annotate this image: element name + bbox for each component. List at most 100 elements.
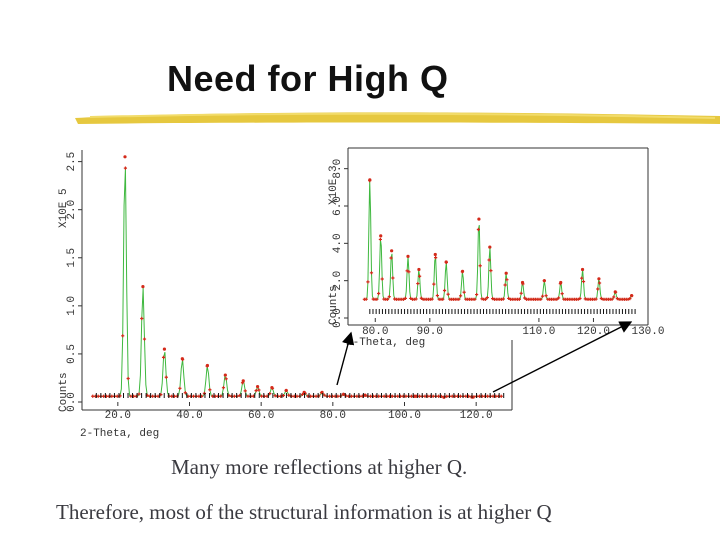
main-observed-point <box>91 394 95 398</box>
inset-peak-point <box>613 290 617 294</box>
main-observed-point <box>161 355 166 360</box>
main-observed-point <box>336 394 340 398</box>
inset-peak-point <box>417 267 421 272</box>
caption-line-2: Therefore, most of the structural inform… <box>56 500 552 524</box>
main-observed-point <box>349 394 354 398</box>
inset-observed-point <box>523 296 527 300</box>
inset-observed-point <box>405 269 409 273</box>
inset-ticks: 80.0 90.0 110.0 120.0 130.0 0.0 2.0 4.0 6.0 8.0 <box>332 159 665 338</box>
main-peak-point <box>470 395 475 399</box>
inset-observed-point <box>599 296 603 301</box>
main-x-tick-label: 40.0 <box>176 410 202 422</box>
inset-observed-point <box>366 280 370 284</box>
main-peak-point <box>284 388 288 393</box>
main-observed-point <box>216 394 220 398</box>
inset-observed-point <box>441 297 445 301</box>
inset-observed-point <box>457 297 461 301</box>
main-observed-point <box>151 394 155 398</box>
inset-observed-point <box>375 297 379 301</box>
main-observed-point <box>491 394 495 398</box>
inset-observed-point <box>560 292 564 296</box>
main-observed-point <box>382 394 386 398</box>
inset-observed-point <box>596 287 600 291</box>
inset-observed-point <box>389 256 393 260</box>
inset-peak-point <box>630 294 634 298</box>
underline-brush-highlight <box>89 112 716 119</box>
main-peak-point <box>320 390 324 394</box>
main-y-tick-label: 1.5 <box>66 248 78 268</box>
inset-observed-point <box>578 296 582 301</box>
inset-observed-point <box>416 281 420 286</box>
inset-peak-point <box>460 269 465 273</box>
inset-observed-point <box>369 271 374 275</box>
inset-observed-point <box>483 297 488 301</box>
inset-observed-point <box>401 297 406 301</box>
main-observed-point <box>232 394 236 398</box>
inset-observed-point <box>476 227 480 232</box>
main-x-tick-label: 20.0 <box>105 410 131 422</box>
main-observed-point <box>208 388 212 392</box>
inset-observed-point <box>555 297 559 301</box>
main-y-tick-label: 2.5 <box>66 152 78 172</box>
main-observed-point <box>183 391 187 395</box>
main-observed-point <box>126 376 130 381</box>
zoom-arrow-left <box>336 331 355 386</box>
inset-observed-point <box>576 297 580 301</box>
main-observed-point <box>423 394 427 398</box>
inset-observed-point <box>364 297 368 301</box>
inset-observed-point <box>478 264 482 268</box>
main-observed-point <box>276 394 280 398</box>
title-underline-stroke <box>75 112 720 124</box>
main-x-label: 2-Theta, deg <box>80 428 159 440</box>
main-peak-point <box>413 394 417 398</box>
main-peak-point <box>123 155 127 159</box>
inset-observed-point <box>610 297 614 301</box>
inset-peak-point <box>368 178 372 182</box>
inset-observed-point <box>458 294 463 298</box>
inset-reflection-ticks <box>369 309 636 314</box>
inset-observed-point <box>435 293 440 298</box>
main-observed-point <box>224 377 228 381</box>
main-observed-point <box>464 394 468 398</box>
inset-peak-point <box>542 279 546 283</box>
main-x-tick-label: 120.0 <box>460 410 493 422</box>
inset-peak-point <box>390 249 394 253</box>
inset-observed-point <box>597 281 602 285</box>
inset-y-tick-label: 6.0 <box>332 196 344 216</box>
inset-observed-point <box>626 297 630 301</box>
main-observed-point <box>191 394 196 398</box>
inset-observed-point <box>473 297 477 301</box>
inset-observed-point <box>507 296 511 301</box>
main-ticks: 20.0 40.0 60.0 80.0 100.0 120.0 0.0 0.5 1.0 1.5 2.… <box>66 152 493 422</box>
main-observed-point <box>450 394 454 398</box>
inset-observed-point <box>501 297 505 301</box>
inset-y-tick-label: 4.0 <box>332 233 344 253</box>
main-observed-point <box>477 394 482 398</box>
main-observed-point <box>259 394 264 398</box>
inset-observed-point <box>540 294 545 298</box>
main-y-tick-label: 0.0 <box>66 392 78 412</box>
inset-observed-point <box>594 297 598 301</box>
main-observed-point <box>137 392 141 396</box>
inset-observed-point <box>418 274 422 278</box>
main-observed-point <box>142 337 147 341</box>
main-peak-point <box>205 363 210 368</box>
inset-x-tick-label: 110.0 <box>522 326 555 338</box>
main-observed-point <box>486 394 490 398</box>
main-x-tick-label: 60.0 <box>248 410 274 422</box>
main-reflection-ticks <box>95 393 505 398</box>
inset-observed-point <box>544 294 548 298</box>
main-observed-point <box>300 392 305 397</box>
main-x-tick-label: 80.0 <box>320 410 346 422</box>
main-observed-point <box>219 394 223 398</box>
main-peak-point <box>162 347 167 351</box>
inset-scale-label: X10E 3 <box>328 165 340 205</box>
main-y-tick-label: 1.0 <box>66 296 78 316</box>
inset-y-tick-label: 0.0 <box>332 308 344 328</box>
inset-observed-point <box>446 292 450 296</box>
inset-x-tick-label: 80.0 <box>362 326 388 338</box>
inset-observed-point <box>414 297 418 301</box>
main-observed-point <box>189 394 193 398</box>
inset-observed-point <box>612 295 616 299</box>
